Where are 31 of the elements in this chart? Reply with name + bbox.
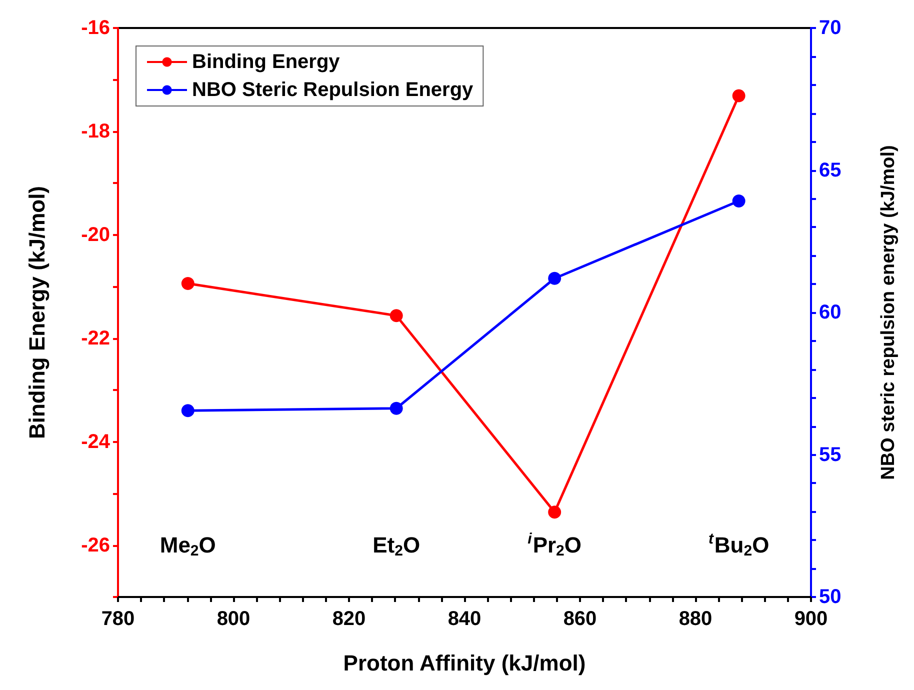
legend-label: Binding Energy [192, 51, 341, 73]
y-tick-label: -26 [81, 534, 110, 556]
y2-tick-label: 55 [819, 444, 842, 466]
point [732, 89, 746, 102]
point [548, 272, 562, 285]
point [181, 277, 194, 290]
x-axis-title: Proton Affinity (kJ/mol) [343, 650, 586, 676]
y2-tick-label: 70 [819, 17, 842, 39]
point [390, 309, 403, 322]
x-tick-label: 860 [563, 608, 597, 630]
y-tick-label: -20 [81, 224, 110, 246]
y2-tick-label: 60 [819, 302, 842, 324]
y-tick-label: -16 [81, 17, 110, 39]
y-tick-label: -22 [81, 327, 110, 350]
x-tick-label: 820 [332, 608, 366, 630]
y-tick-label: -24 [81, 430, 111, 453]
x-tick-label: 840 [448, 608, 482, 630]
y2-tick-label: 50 [819, 586, 842, 608]
y-axis-title: Binding Energy (kJ/mol) [24, 186, 50, 440]
x-tick-label: 800 [216, 608, 250, 630]
point [732, 194, 746, 208]
y-tick-label: -18 [81, 120, 110, 142]
point [390, 402, 403, 415]
point [548, 506, 562, 519]
point [181, 404, 194, 418]
x-tick-label: 900 [794, 608, 828, 630]
y2-tick-label: 65 [819, 159, 842, 182]
y2-axis-title: NBO steric repulsion energy (kJ/mol) [878, 145, 899, 480]
legend-label: NBO Steric Repulsion Energy [192, 79, 474, 101]
x-tick-label: 880 [678, 608, 712, 630]
x-tick-label: 780 [101, 608, 135, 630]
